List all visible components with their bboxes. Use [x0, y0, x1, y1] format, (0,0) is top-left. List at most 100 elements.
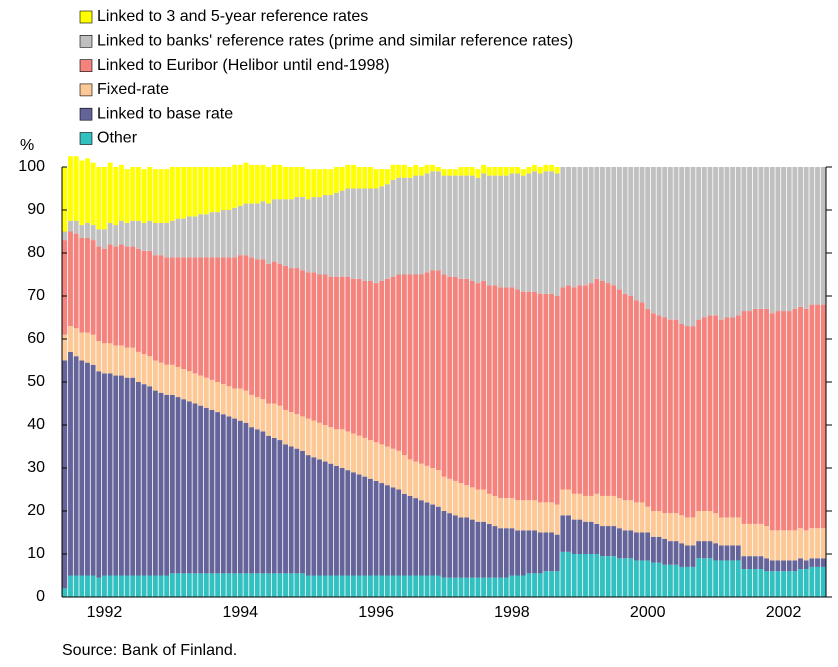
- bar-segment: [300, 270, 305, 417]
- bar-segment: [458, 167, 464, 176]
- bar-segment: [475, 177, 481, 284]
- bar-segment: [118, 244, 124, 346]
- bar-segment: [532, 171, 537, 292]
- bar-segment: [718, 545, 724, 561]
- bar-segment: [583, 285, 588, 496]
- bar-segment: [820, 167, 826, 305]
- bar-segment: [747, 569, 753, 597]
- bar-segment: [124, 575, 130, 597]
- bar-segment: [283, 167, 288, 200]
- bar-segment: [475, 283, 481, 490]
- bar-segment: [107, 373, 113, 576]
- bar-segment: [283, 573, 288, 597]
- bar-segment: [271, 403, 277, 438]
- bar-segment: [492, 175, 498, 286]
- bar-segment: [815, 558, 820, 567]
- bar-segment: [503, 175, 509, 288]
- bar-segment: [588, 283, 594, 496]
- bar-segment: [537, 502, 543, 533]
- bar-segment: [175, 397, 181, 574]
- bar-segment: [503, 498, 509, 529]
- bar-segment: [707, 558, 713, 597]
- bar-segment: [747, 167, 753, 312]
- bar-segment: [622, 558, 628, 597]
- bar-segment: [237, 420, 243, 574]
- bar-segment: [690, 167, 696, 327]
- bar-segment: [645, 560, 651, 597]
- bar-segment: [249, 257, 255, 395]
- bar-segment: [792, 308, 798, 531]
- bar-segment: [328, 575, 334, 597]
- bar-segment: [452, 175, 458, 277]
- bar-segment: [690, 326, 696, 518]
- bar-segment: [617, 528, 622, 559]
- bar-segment: [124, 246, 130, 348]
- bar-segment: [345, 575, 351, 597]
- bar-segment: [203, 407, 209, 574]
- bar-segment: [430, 164, 436, 172]
- bar-segment: [277, 199, 283, 264]
- bar-segment: [526, 530, 532, 574]
- bar-segment: [718, 167, 724, 320]
- bar-segment: [458, 175, 464, 279]
- legend-swatch: [79, 107, 93, 121]
- y-tick-label: 40: [27, 416, 45, 433]
- bar-segment: [373, 480, 379, 576]
- bar-segment: [452, 480, 458, 516]
- bar-segment: [384, 575, 390, 597]
- bar-segment: [152, 169, 158, 223]
- bar-segment: [435, 171, 441, 271]
- bar-segment: [73, 575, 79, 597]
- bar-segment: [130, 377, 136, 576]
- bar-segment: [724, 167, 730, 318]
- bar-segment: [526, 500, 532, 531]
- bar-segment: [249, 394, 255, 428]
- bar-segment: [617, 289, 622, 499]
- bar-segment: [317, 274, 322, 423]
- bar-segment: [102, 229, 107, 249]
- bar-segment: [464, 278, 470, 486]
- bar-segment: [430, 504, 436, 576]
- bar-segment: [68, 220, 73, 232]
- bar-segment: [469, 167, 475, 176]
- bar-segment: [809, 558, 815, 567]
- bar-segment: [232, 257, 238, 389]
- bar-segment: [645, 167, 651, 309]
- bar-segment: [605, 495, 611, 527]
- bar-segment: [283, 199, 288, 266]
- bar-segment: [198, 257, 204, 376]
- bar-segment: [85, 332, 90, 363]
- bar-segment: [617, 498, 622, 529]
- bar-segment: [328, 276, 334, 428]
- bar-segment: [192, 403, 198, 574]
- bar-segment: [475, 577, 481, 597]
- bar-segment: [384, 184, 390, 279]
- bar-segment: [334, 192, 339, 277]
- bar-segment: [175, 573, 181, 597]
- bar-segment: [498, 175, 504, 288]
- bar-segment: [220, 167, 226, 210]
- bar-segment: [662, 513, 668, 539]
- bar-segment: [758, 556, 764, 570]
- bar-segment: [605, 167, 611, 284]
- bar-segment: [158, 575, 164, 597]
- bar-segment: [424, 465, 430, 503]
- bar-segment: [792, 571, 798, 597]
- bar-segment: [566, 489, 571, 516]
- bar-segment: [645, 506, 651, 533]
- bar-segment: [498, 528, 504, 578]
- bar-segment: [554, 534, 560, 572]
- bar-segment: [96, 167, 102, 230]
- bar-segment: [577, 285, 583, 494]
- legend-label: Linked to banks' reference rates (prime …: [97, 33, 573, 50]
- bar-segment: [424, 575, 430, 597]
- bar-segment: [588, 167, 594, 284]
- bar-segment: [798, 528, 803, 559]
- bar-segment: [707, 541, 713, 559]
- bar-segment: [718, 517, 724, 546]
- bar-segment: [164, 394, 170, 576]
- bar-segment: [368, 478, 373, 576]
- bar-segment: [509, 173, 515, 288]
- bar-segment: [520, 175, 526, 292]
- bar-segment: [339, 167, 345, 191]
